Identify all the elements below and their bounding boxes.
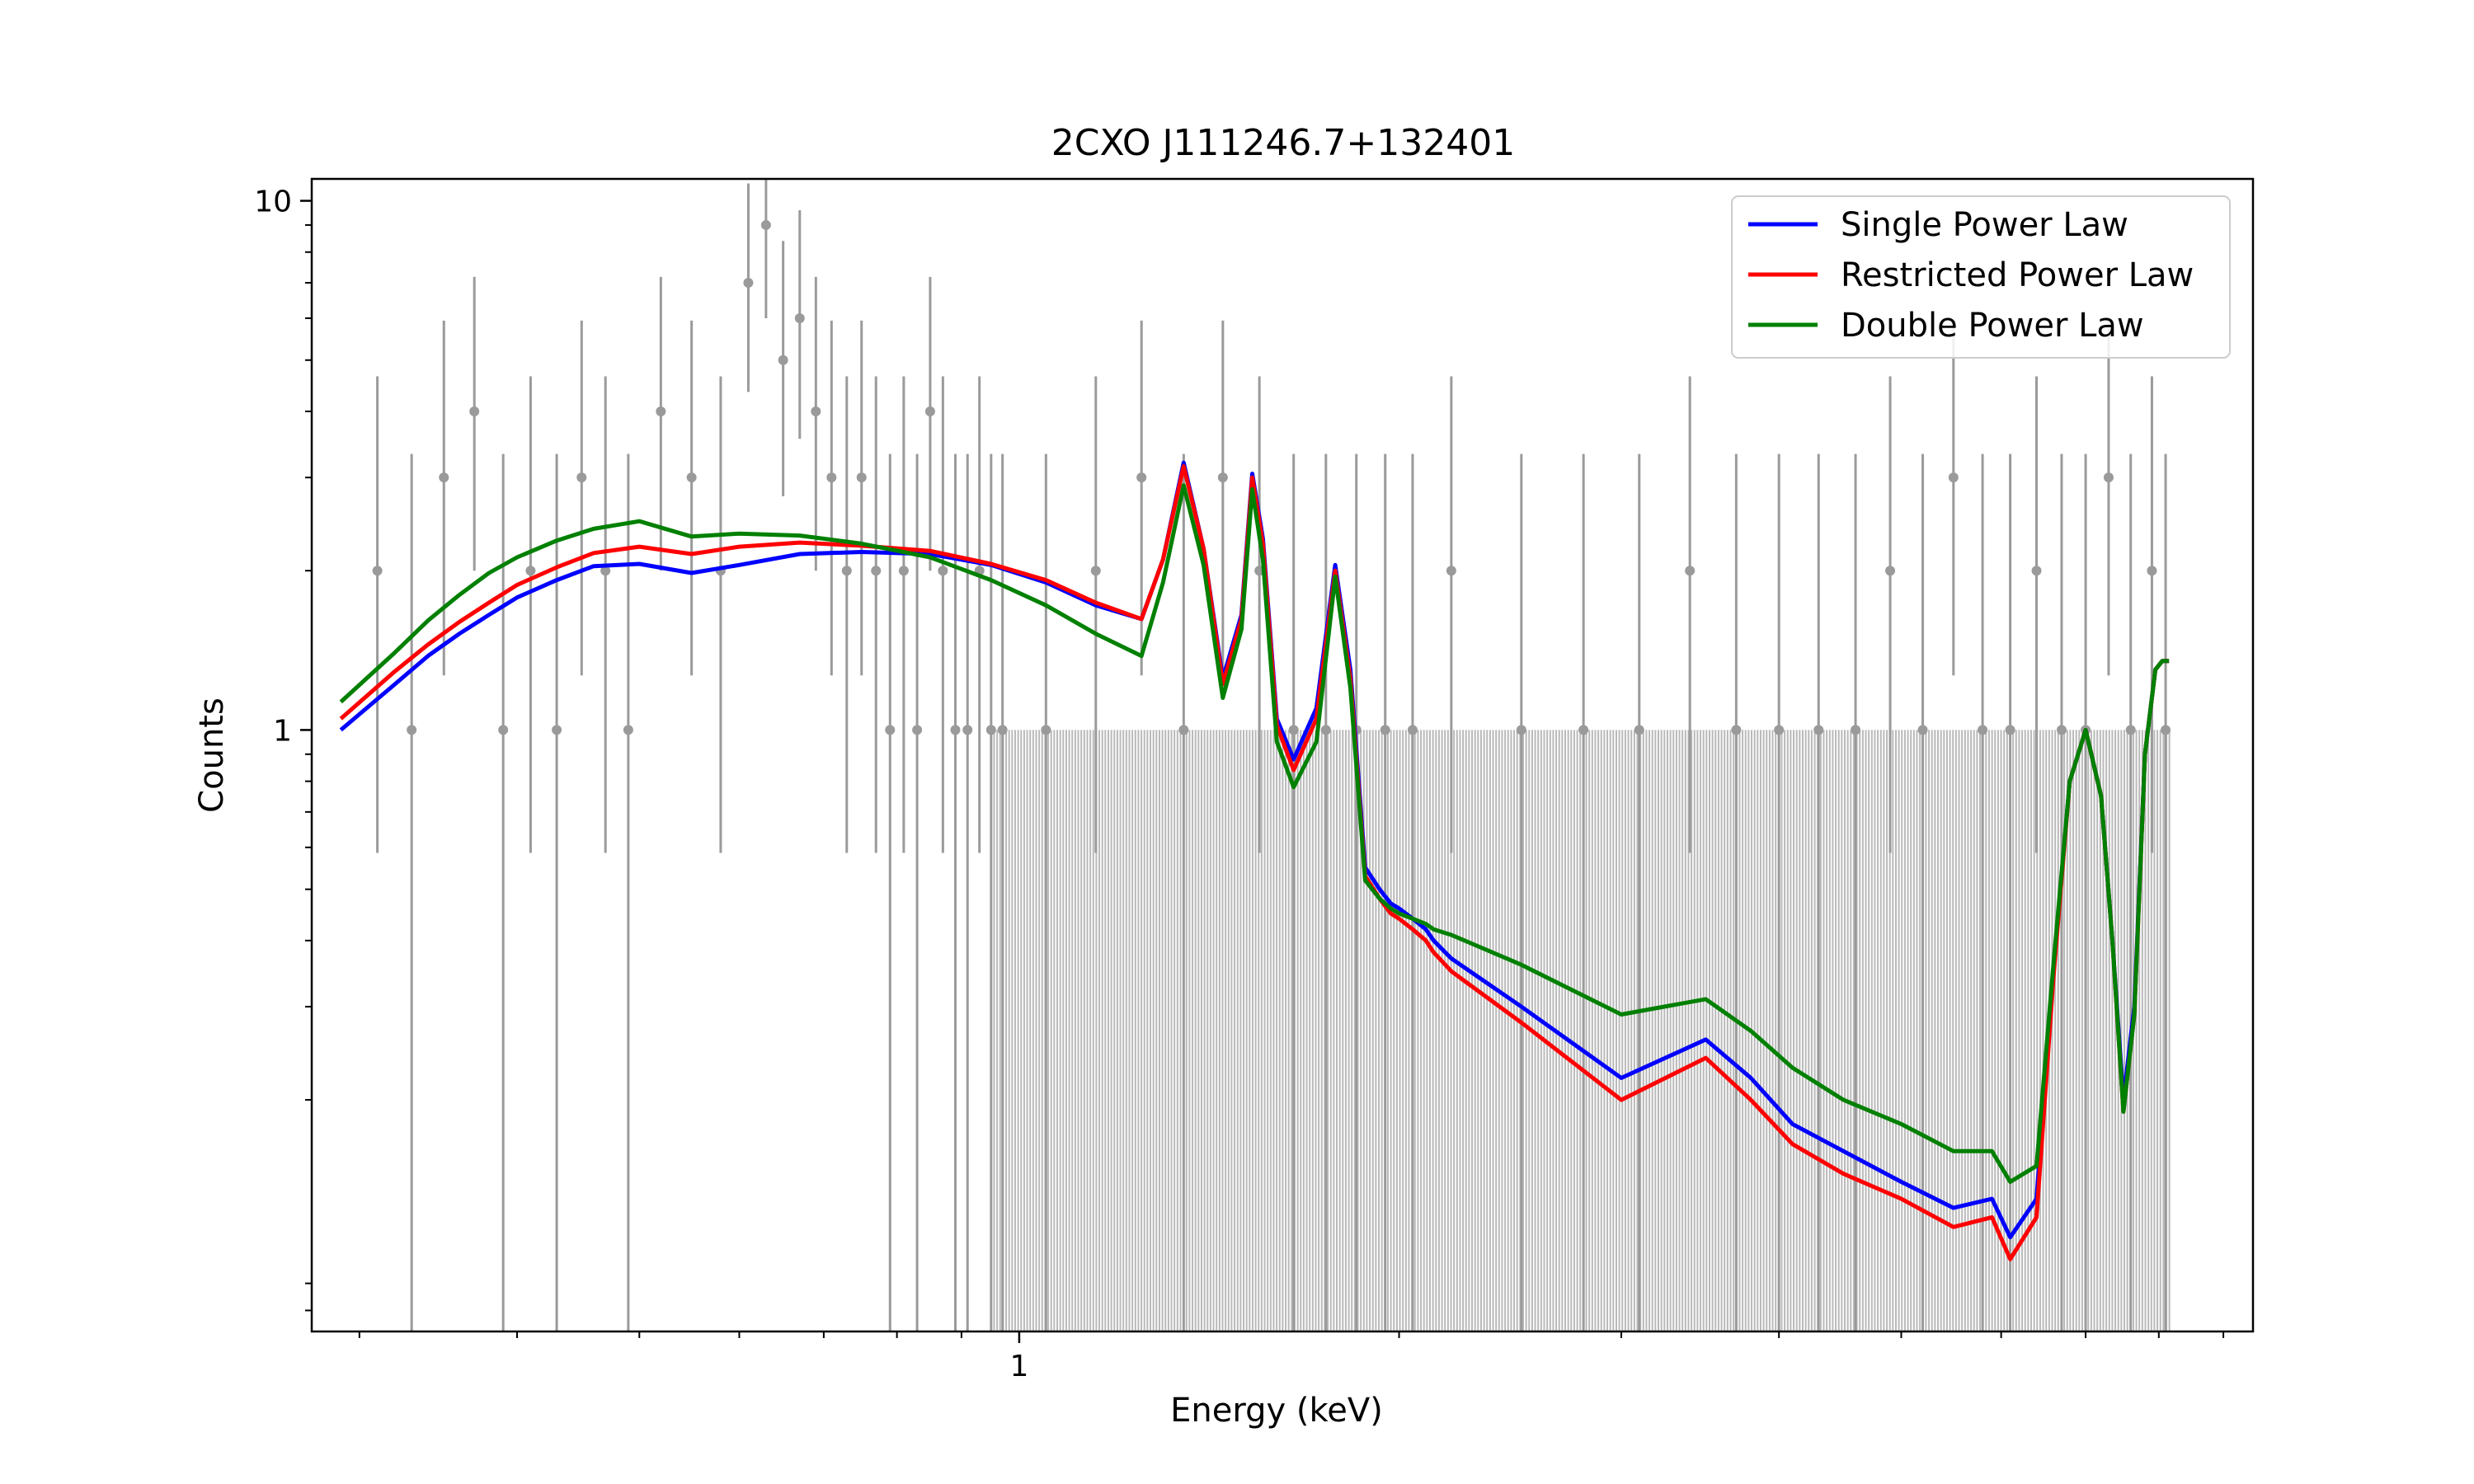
data-point — [2147, 566, 2157, 576]
data-point — [1136, 472, 1147, 483]
x-tick-label: 1 — [1009, 1350, 1028, 1383]
data-point — [1885, 566, 1896, 576]
double-power-law-line — [339, 483, 2170, 1184]
legend-label-double: Double Power Law — [1841, 307, 2144, 345]
data-point — [856, 472, 867, 483]
data-point — [924, 406, 935, 416]
data-points — [372, 179, 2171, 1331]
data-point — [656, 406, 666, 416]
x-axis-label: Energy (keV) — [1170, 1392, 1383, 1430]
data-point — [1090, 566, 1101, 576]
data-point — [2031, 566, 2042, 576]
plot-area — [339, 179, 2171, 1331]
data-point — [1178, 725, 1189, 735]
data-point — [898, 566, 909, 576]
data-point — [372, 566, 383, 576]
axes: 1 1 10 — [254, 186, 2225, 1383]
data-point — [439, 472, 449, 483]
data-point — [2161, 725, 2171, 735]
data-point — [1041, 725, 1051, 735]
data-point — [552, 725, 562, 735]
data-point — [997, 725, 1008, 735]
data-point — [1446, 566, 1456, 576]
data-point — [912, 725, 923, 735]
data-point — [600, 566, 611, 576]
legend: Single Power Law Restricted Power Law Do… — [1731, 195, 2231, 359]
data-point — [1851, 725, 1861, 735]
data-point — [686, 472, 697, 483]
legend-box — [1731, 195, 2231, 359]
data-point — [1320, 725, 1331, 735]
error-band — [990, 730, 2171, 1331]
data-point — [2005, 725, 2015, 735]
data-point — [1634, 725, 1644, 735]
data-point — [938, 566, 948, 576]
data-point — [743, 277, 754, 288]
data-point — [1917, 725, 1928, 735]
data-point — [778, 355, 788, 365]
data-point — [1813, 725, 1824, 735]
legend-label-single: Single Power Law — [1841, 206, 2128, 244]
data-point — [525, 566, 536, 576]
data-point — [1217, 472, 1228, 483]
data-point — [1685, 566, 1696, 576]
data-point — [469, 406, 480, 416]
chart-title: 2CXO J111246.7+132401 — [1051, 122, 1515, 164]
data-point — [2125, 725, 2136, 735]
data-point — [1978, 725, 1988, 735]
data-point — [407, 725, 417, 735]
legend-label-restricted: Restricted Power Law — [1841, 256, 2194, 294]
data-point — [1774, 725, 1785, 735]
data-point — [1288, 725, 1299, 735]
data-point — [498, 725, 509, 735]
data-point — [1516, 725, 1526, 735]
data-point — [760, 219, 771, 230]
y-tick-label: 1 — [273, 714, 292, 748]
data-point — [885, 725, 896, 735]
data-point — [985, 725, 996, 735]
data-point — [826, 472, 837, 483]
data-point — [1578, 725, 1589, 735]
data-point — [1407, 725, 1418, 735]
data-point — [1948, 472, 1959, 483]
data-point — [1380, 725, 1390, 735]
y-axis-label: Counts — [193, 697, 231, 813]
data-point — [1731, 725, 1742, 735]
data-point — [841, 566, 852, 576]
data-point — [576, 472, 587, 483]
data-point — [962, 725, 973, 735]
data-point — [871, 566, 882, 576]
data-point — [2056, 725, 2067, 735]
y-tick-label: 10 — [254, 186, 292, 219]
plot-frame — [310, 177, 2255, 1333]
data-point — [623, 725, 633, 735]
data-point — [950, 725, 961, 735]
data-point — [811, 406, 821, 416]
data-point — [2103, 472, 2114, 483]
data-point — [794, 312, 805, 323]
